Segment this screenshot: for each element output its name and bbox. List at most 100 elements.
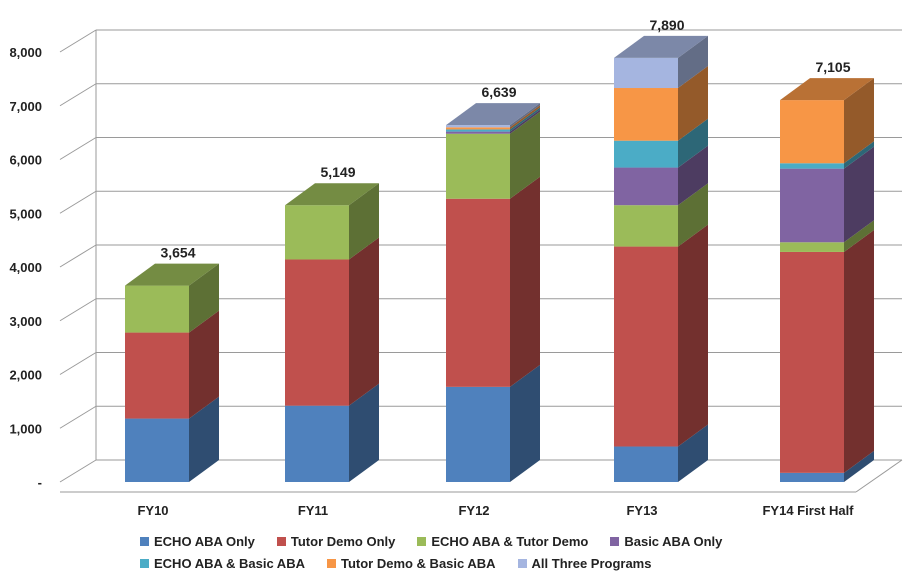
bar-front bbox=[780, 251, 844, 473]
y-tick-label: 2,000 bbox=[9, 368, 42, 383]
legend-label: Tutor Demo Only bbox=[290, 533, 396, 549]
x-axis-categories: FY10 FY11 FY12 FY13 FY14 First Half bbox=[137, 503, 854, 518]
bar-front bbox=[446, 129, 510, 132]
x-category-label: FY14 First Half bbox=[762, 503, 854, 518]
bar-segment bbox=[446, 103, 540, 128]
total-label: 3,654 bbox=[160, 245, 195, 261]
bar-front bbox=[446, 131, 510, 134]
bar-side bbox=[510, 107, 540, 132]
bar-top bbox=[285, 183, 379, 206]
legend-label: Basic ABA Only bbox=[624, 533, 723, 549]
y-tick-label: - bbox=[38, 475, 42, 490]
legend-label: ECHO ABA & Tutor Demo bbox=[431, 533, 589, 549]
floor-right-edge bbox=[855, 459, 903, 493]
bar-side bbox=[349, 383, 379, 482]
bar-segment bbox=[446, 109, 540, 134]
x-category-label: FY13 bbox=[626, 503, 657, 518]
legend-label: Tutor Demo & Basic ABA bbox=[340, 555, 496, 571]
gridline-diagonal bbox=[59, 244, 97, 268]
bar-front bbox=[446, 133, 510, 199]
legend-item: Tutor Demo Only bbox=[276, 533, 396, 549]
legend-item: Tutor Demo & Basic ABA bbox=[326, 555, 496, 571]
bar-side bbox=[678, 118, 708, 168]
bar-side bbox=[844, 78, 874, 164]
y-tick-label: 4,000 bbox=[9, 260, 42, 275]
legend-swatch bbox=[417, 536, 427, 546]
total-label: 7,890 bbox=[649, 17, 684, 33]
bar-side bbox=[189, 396, 219, 482]
legend-label: ECHO ABA Only bbox=[154, 533, 255, 549]
total-labels: 3,654 5,149 6,639 7,890 7,105 bbox=[160, 17, 850, 261]
legend-label: ECHO ABA & Basic ABA bbox=[154, 555, 305, 571]
y-axis-ticks: - 1,000 2,000 3,000 4,000 5,000 6,000 7,000 8,00… bbox=[9, 45, 42, 490]
bar-front bbox=[614, 167, 678, 206]
bar-top bbox=[446, 103, 540, 126]
y-tick-label: 1,000 bbox=[9, 421, 42, 436]
y-tick-label: 6,000 bbox=[9, 153, 42, 168]
gridline-diagonal bbox=[59, 83, 97, 107]
bar-front bbox=[780, 242, 844, 252]
legend-swatch bbox=[140, 536, 149, 546]
bar-side bbox=[349, 183, 379, 260]
bar-segment bbox=[614, 118, 708, 168]
bar-side bbox=[844, 450, 874, 482]
bar-front bbox=[125, 285, 189, 333]
bar-top bbox=[780, 78, 874, 101]
y-tick-label: 7,000 bbox=[9, 99, 42, 114]
legend-item: ECHO ABA & Tutor Demo bbox=[417, 534, 588, 549]
bar-front bbox=[614, 205, 678, 247]
bar-top bbox=[125, 263, 219, 286]
bar-front bbox=[614, 446, 678, 482]
bar-front bbox=[780, 100, 844, 164]
bar-front bbox=[780, 168, 844, 243]
legend-item: ECHO ABA & Basic ABA bbox=[140, 556, 305, 571]
legend-item: Basic ABA Only bbox=[610, 534, 722, 549]
bar-segment bbox=[446, 111, 540, 199]
bar-side bbox=[844, 220, 874, 252]
bar-side bbox=[189, 310, 219, 419]
gridline-diagonal bbox=[59, 190, 97, 214]
x-category-label: FY10 bbox=[137, 503, 168, 518]
gridline-diagonal bbox=[59, 459, 97, 483]
y-tick-label: 8,000 bbox=[9, 45, 42, 60]
bar-side bbox=[844, 141, 874, 169]
bar-side bbox=[510, 176, 540, 387]
legend-item: ECHO ABA Only bbox=[140, 534, 255, 549]
bar-segment bbox=[285, 383, 379, 482]
bar-front bbox=[125, 418, 189, 482]
bar-side bbox=[678, 35, 708, 89]
bar-side bbox=[510, 103, 540, 128]
bar-front bbox=[614, 88, 678, 141]
bar-top bbox=[614, 35, 708, 58]
bar-front bbox=[446, 198, 510, 387]
y-tick-label: 5,000 bbox=[9, 206, 42, 221]
gridline-diagonal bbox=[59, 405, 97, 429]
bar-side bbox=[678, 145, 708, 206]
bar-segment bbox=[285, 237, 379, 406]
bar-side bbox=[678, 66, 708, 141]
bar-side bbox=[678, 424, 708, 482]
bar-segment bbox=[125, 310, 219, 419]
bar-front bbox=[446, 386, 510, 482]
bar-front bbox=[780, 163, 844, 169]
bars bbox=[125, 35, 874, 482]
gridline-diagonal bbox=[59, 137, 97, 160]
bar-segment bbox=[614, 224, 708, 447]
bar-segment bbox=[614, 145, 708, 206]
bar-side bbox=[844, 229, 874, 473]
bar-side bbox=[678, 224, 708, 447]
gridline-diagonal bbox=[59, 29, 97, 53]
legend-row: ECHO ABA Only Tutor Demo Only ECHO ABA & T… bbox=[0, 530, 904, 552]
gridline-diagonal bbox=[59, 298, 97, 322]
bar-segment bbox=[125, 263, 219, 333]
bar-segment bbox=[780, 78, 874, 164]
bar-side bbox=[189, 263, 219, 333]
bar-front bbox=[285, 259, 349, 406]
bar-segment bbox=[614, 66, 708, 141]
legend-swatch bbox=[326, 558, 336, 568]
bar-segment bbox=[780, 146, 874, 243]
bar-side bbox=[510, 364, 540, 482]
bar-front bbox=[446, 127, 510, 130]
bar-side bbox=[678, 183, 708, 247]
bar-segment bbox=[285, 183, 379, 260]
